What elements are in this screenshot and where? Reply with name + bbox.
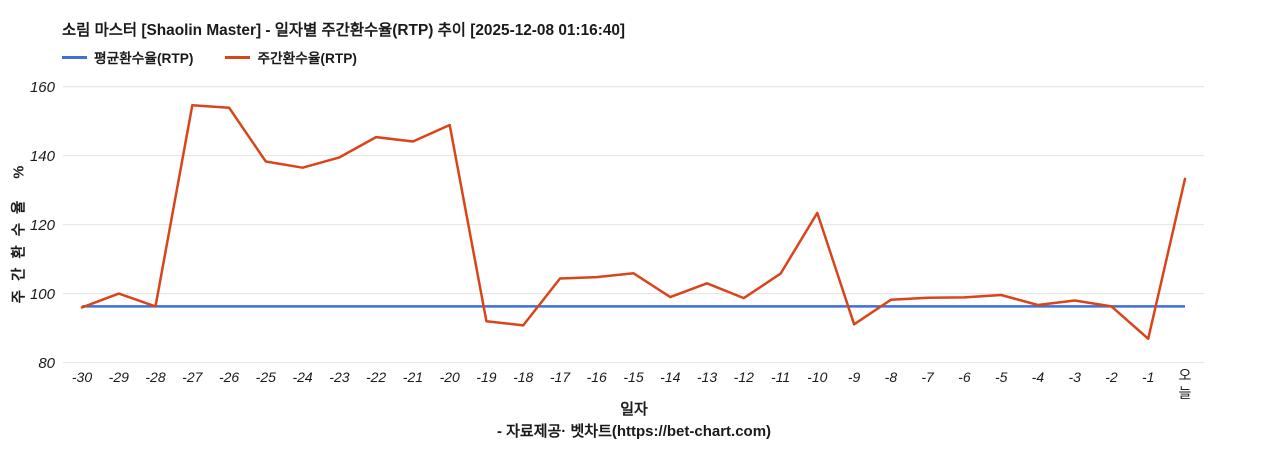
svg-text:-12: -12 (734, 369, 754, 385)
svg-text:오: 오 (1179, 367, 1192, 383)
svg-text:160: 160 (30, 79, 56, 96)
svg-text:-17: -17 (550, 369, 571, 385)
svg-text:-23: -23 (329, 369, 349, 385)
svg-text:-29: -29 (109, 369, 129, 385)
svg-text:-30: -30 (72, 369, 92, 385)
svg-text:-6: -6 (958, 369, 971, 385)
svg-text:-25: -25 (256, 369, 276, 385)
svg-text:80: 80 (38, 355, 55, 372)
svg-text:-24: -24 (292, 369, 312, 385)
svg-text:-5: -5 (995, 369, 1008, 385)
svg-text:-15: -15 (623, 369, 643, 385)
svg-text:-7: -7 (921, 369, 935, 385)
svg-text:-16: -16 (587, 369, 607, 385)
svg-text:-26: -26 (219, 369, 239, 385)
svg-text:-13: -13 (697, 369, 717, 385)
svg-text:-3: -3 (1068, 369, 1081, 385)
svg-text:100: 100 (30, 286, 56, 303)
svg-text:-2: -2 (1105, 369, 1118, 385)
svg-text:-28: -28 (145, 369, 165, 385)
svg-text:-21: -21 (403, 369, 423, 385)
svg-text:120: 120 (30, 217, 56, 234)
svg-text:-8: -8 (885, 369, 898, 385)
svg-text:-22: -22 (366, 369, 386, 385)
svg-text:-14: -14 (660, 369, 680, 385)
svg-text:-1: -1 (1142, 369, 1154, 385)
svg-text:-10: -10 (807, 369, 827, 385)
svg-text:-27: -27 (182, 369, 203, 385)
svg-text:-11: -11 (771, 369, 790, 385)
svg-text:-19: -19 (476, 369, 496, 385)
svg-text:-18: -18 (513, 369, 533, 385)
svg-text:-9: -9 (848, 369, 861, 385)
svg-text:140: 140 (30, 148, 56, 165)
svg-text:-4: -4 (1032, 369, 1045, 385)
svg-text:-20: -20 (440, 369, 460, 385)
